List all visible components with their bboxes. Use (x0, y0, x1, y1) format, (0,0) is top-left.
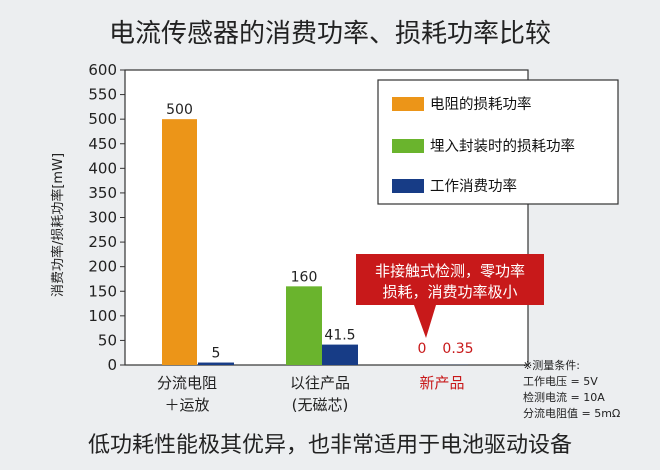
legend-swatch-resistor-loss (392, 97, 424, 111)
y-tick-label: 300 (88, 209, 117, 227)
legend-label-operating-power: 工作消费功率 (430, 178, 517, 195)
category-label-3: 新产品 (419, 374, 464, 392)
y-tick-label: 600 (88, 61, 117, 79)
category-label-2-line2: (无磁芯) (292, 396, 349, 414)
y-tick-label: 350 (88, 184, 117, 202)
y-ticks: 0 50 100 150 200 250 300 350 400 450 500 550 600 (88, 61, 125, 374)
measurement-note: ※测量条件: 工作电压 = 5V 检测电流 = 10A 分流电阻值 = 5mΩ (523, 358, 620, 420)
callout: 非接触式检测，零功率 损耗，消费功率极小 (356, 254, 544, 338)
legend-swatch-embedded-loss (392, 139, 424, 153)
legend: 电阻的损耗功率 埋入封装时的损耗功率 工作消费功率 (377, 79, 619, 205)
y-tick-label: 100 (88, 307, 117, 325)
value-label-s3-c1: 5 (212, 346, 221, 362)
value-labels: 500 160 0 5 41.5 0.35 (166, 102, 473, 361)
value-label-s2-c2: 160 (291, 269, 318, 285)
category-label-2-line1: 以往产品 (290, 374, 350, 392)
chart-title: 电流传感器的消费功率、损耗功率比较 (109, 19, 551, 49)
y-tick-label: 200 (88, 258, 117, 276)
bar-s2-c2 (286, 286, 322, 365)
callout-bubble (356, 254, 544, 338)
note-line-1: ※测量条件: (523, 358, 580, 372)
y-tick-label: 450 (88, 135, 117, 153)
callout-line-1: 非接触式检测，零功率 (375, 262, 525, 280)
note-line-4: 分流电阻值 = 5mΩ (523, 406, 620, 420)
bar-s3-c1 (198, 362, 234, 365)
legend-label-embedded-loss: 埋入封装时的损耗功率 (430, 138, 575, 155)
bars (162, 119, 468, 366)
bar-s1-c1 (162, 119, 197, 366)
legend-swatch-operating-power (392, 179, 424, 193)
note-line-2: 工作电压 = 5V (523, 375, 598, 388)
y-tick-label: 550 (88, 86, 117, 104)
footer-subtitle: 低功耗性能极其优异，也非常适用于电池驱动设备 (88, 433, 572, 458)
value-label-s3-c3: 0.35 (442, 341, 473, 357)
value-label-s2-c3: 0 (418, 341, 427, 357)
y-axis-label: 消费功率/损耗功率[mW] (50, 153, 66, 297)
callout-line-2: 损耗，消费功率极小 (382, 283, 517, 301)
y-tick-label: 0 (107, 356, 117, 374)
y-tick-label: 50 (98, 331, 117, 349)
y-tick-label: 400 (88, 159, 117, 177)
note-line-3: 检测电流 = 10A (523, 390, 605, 404)
value-label-s1-c1: 500 (166, 102, 193, 118)
y-tick-label: 500 (88, 110, 117, 128)
category-label-1-line1: 分流电阻 (157, 374, 217, 392)
y-tick-label: 150 (88, 282, 117, 300)
category-label-1-line2: ＋运放 (164, 396, 209, 414)
y-tick-label: 250 (88, 233, 117, 251)
value-label-s3-c2: 41.5 (324, 328, 355, 344)
bar-s3-c2 (322, 344, 358, 365)
legend-label-resistor-loss: 电阻的损耗功率 (430, 96, 532, 113)
